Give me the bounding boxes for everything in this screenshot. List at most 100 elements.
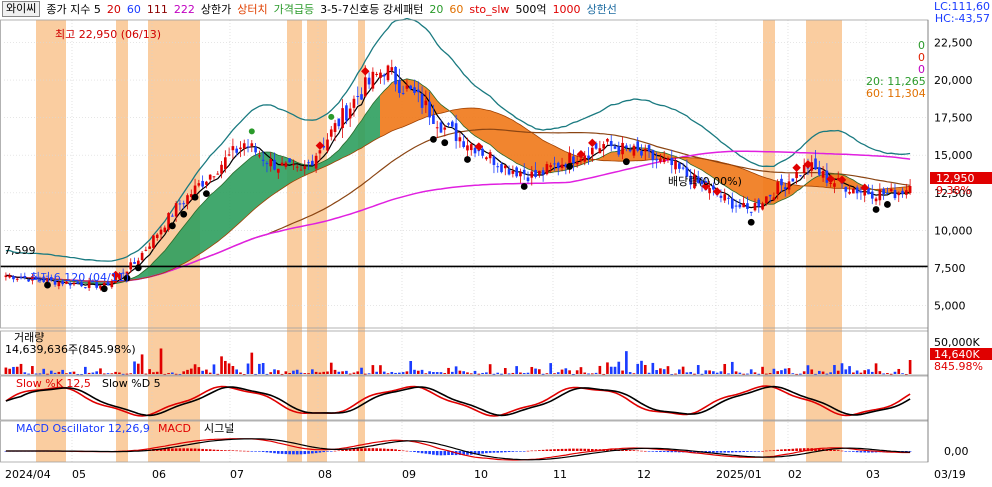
volume-bar-123 bbox=[469, 373, 473, 375]
candle-body-231 bbox=[878, 189, 882, 201]
legend-limit-up[interactable]: 상한가 bbox=[200, 3, 232, 16]
legend-price-surge[interactable]: 가격급등 bbox=[273, 3, 315, 16]
volume-bar-5 bbox=[23, 372, 27, 374]
candle-body-146 bbox=[556, 162, 560, 169]
signal-diamond-125 bbox=[474, 142, 484, 151]
volume-bar-35 bbox=[136, 363, 140, 374]
high-annotation: 최고 22,950 (06/13) bbox=[55, 28, 161, 41]
candle-body-64 bbox=[246, 146, 250, 148]
candle-body-87 bbox=[333, 123, 337, 132]
volume-bar-62 bbox=[239, 372, 242, 374]
volume-bar-110 bbox=[420, 369, 424, 374]
candle-body-32 bbox=[125, 271, 129, 275]
signal-dot-32 bbox=[123, 274, 131, 282]
candle-body-86 bbox=[329, 129, 333, 137]
volume-current-box bbox=[930, 348, 992, 360]
candle-body-96 bbox=[367, 77, 371, 85]
macd-signal-line bbox=[5, 438, 911, 461]
legend-cloud-20[interactable]: 20 bbox=[429, 2, 444, 16]
macd-osc-bar-128 bbox=[488, 451, 492, 453]
legend-500[interactable]: 500억 bbox=[515, 3, 547, 16]
macd-osc-bar-200 bbox=[761, 450, 764, 452]
candle-body-116 bbox=[443, 127, 447, 130]
volume-bar-115 bbox=[439, 372, 443, 374]
volume-bar-230 bbox=[874, 363, 878, 374]
volume-bar-29 bbox=[114, 371, 117, 374]
legend-1000[interactable]: 1000 bbox=[552, 2, 581, 16]
volume-bar-211 bbox=[802, 371, 806, 374]
legend-cloud-60[interactable]: 60 bbox=[449, 2, 464, 16]
macd-osc-bar-148 bbox=[564, 448, 568, 451]
stock-name-box[interactable]: 와이씨 bbox=[2, 1, 41, 17]
volume-bar-225 bbox=[855, 370, 859, 374]
candle-body-21 bbox=[84, 287, 87, 289]
price-axis-tick-4: 12,500 bbox=[934, 187, 973, 200]
candle-body-184 bbox=[700, 180, 704, 185]
macd-osc-bar-86 bbox=[329, 451, 333, 452]
legend-ma111[interactable]: 111 bbox=[146, 2, 168, 16]
macd-osc-bar-63 bbox=[242, 450, 246, 452]
legend-signal-pattern[interactable]: 3-5-7신호등 강세패턴 bbox=[320, 3, 424, 16]
volume-bar-199 bbox=[757, 373, 761, 375]
candle-body-220 bbox=[836, 177, 840, 181]
candle-body-71 bbox=[273, 159, 276, 170]
legend-sto-slw[interactable]: sto_slw bbox=[469, 2, 510, 16]
volume-bar-150 bbox=[572, 373, 575, 375]
price-axis-tick-2: 17,500 bbox=[934, 112, 973, 125]
candle-body-134 bbox=[511, 170, 515, 174]
legend-upper-touch[interactable]: 상터치 bbox=[237, 3, 268, 16]
macd-osc-bar-95 bbox=[363, 448, 367, 451]
legend-ma60[interactable]: 60 bbox=[126, 2, 141, 16]
candle-body-74 bbox=[284, 162, 288, 167]
candle-body-89 bbox=[341, 108, 344, 129]
macd-osc-bar-223 bbox=[848, 451, 851, 452]
volume-bar-164 bbox=[625, 351, 628, 374]
volume-bar-26 bbox=[102, 373, 106, 375]
volume-bar-81 bbox=[311, 369, 314, 374]
volume-bar-159 bbox=[606, 362, 609, 374]
volume-bar-184 bbox=[700, 373, 704, 375]
volume-bar-175 bbox=[666, 366, 670, 374]
legend-ma222[interactable]: 222 bbox=[173, 2, 195, 16]
volume-bar-39 bbox=[152, 372, 155, 374]
volume-bar-132 bbox=[503, 368, 507, 374]
legend-ma5[interactable]: 종가 지수 5 bbox=[46, 3, 101, 16]
volume-bar-138 bbox=[526, 372, 530, 374]
candle-body-26 bbox=[102, 282, 106, 286]
macd-osc-bar-214 bbox=[814, 448, 817, 451]
candle-body-219 bbox=[833, 183, 836, 187]
volume-bar-136 bbox=[519, 372, 522, 374]
volume-bar-202 bbox=[768, 373, 772, 374]
candle-body-104 bbox=[398, 80, 401, 94]
volume-bar-113 bbox=[432, 372, 435, 374]
price-axis-tick-3: 15,000 bbox=[934, 149, 973, 162]
legend-upper-line[interactable]: 상한선 bbox=[586, 3, 617, 16]
volume-bar-208 bbox=[791, 373, 795, 375]
candle-body-141 bbox=[538, 170, 541, 175]
volume-bar-88 bbox=[337, 371, 341, 374]
indicator-legend: 와이씨 종가 지수 5 20 60 111 222 상한가 상터치 가격급등 3… bbox=[0, 0, 930, 18]
macd-title: MACD Oscillator 12,26,9 bbox=[16, 422, 150, 435]
macd-osc-bar-153 bbox=[583, 448, 587, 451]
volume-bar-146 bbox=[556, 372, 560, 374]
zero-label-1: 0 bbox=[918, 39, 925, 52]
macd-osc-bar-118 bbox=[451, 451, 454, 456]
candle-body-236 bbox=[897, 192, 901, 196]
x-axis-label-8: 12 bbox=[637, 468, 651, 481]
volume-bar-166 bbox=[632, 373, 636, 375]
volume-bar-114 bbox=[435, 372, 439, 374]
legend-ma20[interactable]: 20 bbox=[106, 2, 121, 16]
candle-body-140 bbox=[534, 169, 537, 177]
x-axis-label-7: 11 bbox=[553, 468, 567, 481]
candle-body-63 bbox=[242, 143, 246, 149]
volume-bar-52 bbox=[201, 370, 204, 374]
volume-bar-33 bbox=[129, 373, 133, 375]
candle-body-80 bbox=[307, 162, 310, 164]
volume-bar-236 bbox=[897, 368, 901, 374]
signal-diamond-83 bbox=[315, 141, 325, 150]
macd-osc-bar-170 bbox=[647, 451, 651, 452]
volume-bar-27 bbox=[106, 373, 110, 374]
candle-body-152 bbox=[579, 158, 583, 161]
volume-bar-144 bbox=[549, 363, 553, 374]
